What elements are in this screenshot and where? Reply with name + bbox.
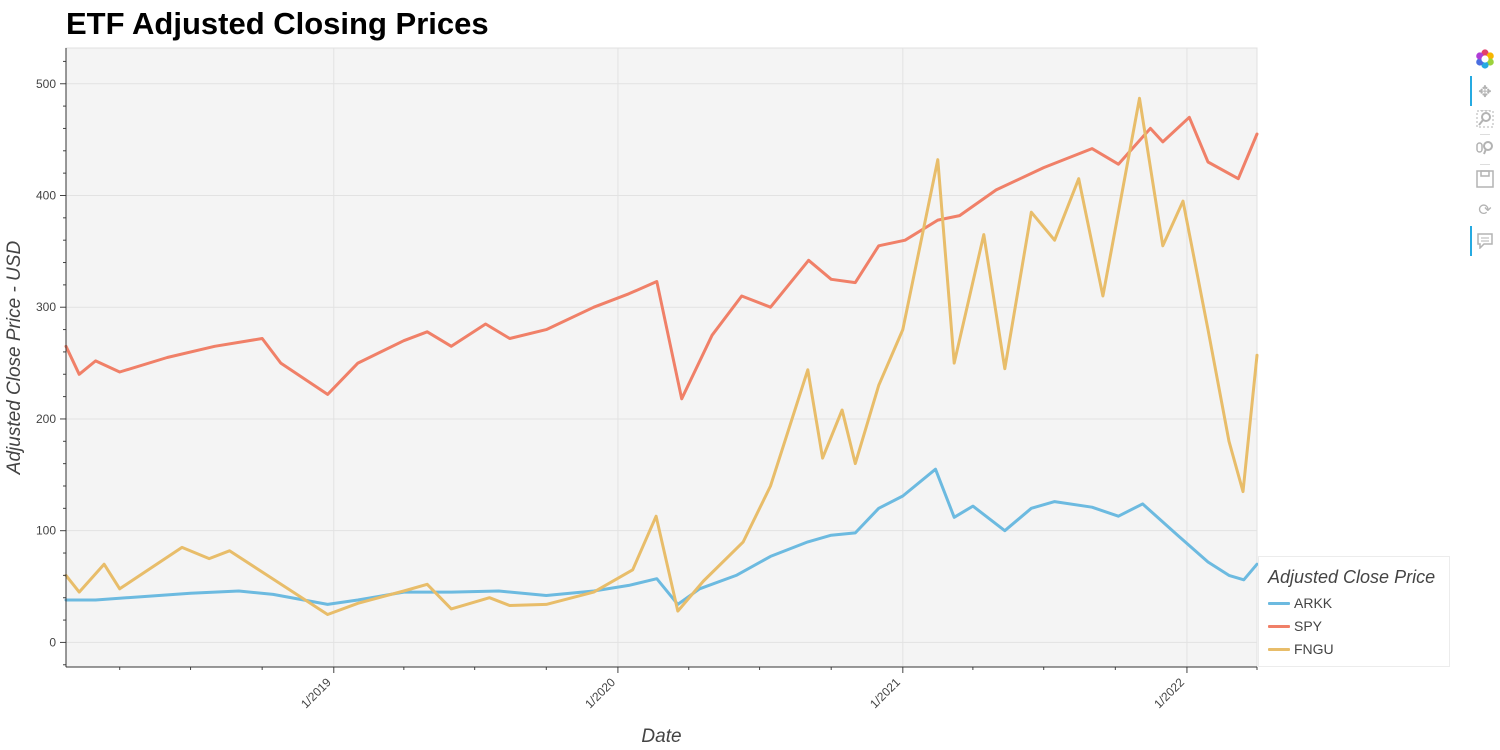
pan-icon[interactable]: ✥ [1470, 76, 1498, 106]
x-tick-label: 1/2019 [298, 675, 334, 711]
legend-title: Adjusted Close Price [1268, 567, 1436, 587]
legend: Adjusted Close Price ARKK SPY FNGU [1258, 556, 1450, 667]
legend-label: ARKK [1294, 595, 1333, 611]
y-tick-label: 200 [36, 412, 56, 426]
reset-icon[interactable]: ⟳ [1478, 199, 1492, 219]
series-line-fngu [64, 96, 1259, 616]
x-tick-label: 1/2022 [1151, 675, 1187, 711]
legend-swatch [1268, 601, 1290, 605]
x-axis-label: Date [641, 726, 681, 747]
y-tick-label: 100 [36, 524, 56, 538]
chart-toolbar: ✥ ⟳ [1468, 44, 1500, 264]
box-zoom-icon[interactable] [1474, 108, 1496, 130]
legend-label: SPY [1294, 618, 1323, 634]
y-tick-label: 0 [49, 635, 56, 649]
plot-area[interactable] [65, 47, 1258, 668]
series-line-spy [64, 115, 1259, 401]
save-icon[interactable] [1474, 168, 1496, 190]
series-lines [64, 96, 1259, 616]
chart-title: ETF Adjusted Closing Prices [66, 6, 489, 41]
legend-swatch [1268, 647, 1290, 651]
x-tick-label: 1/2021 [867, 675, 903, 711]
hover-icon[interactable] [1470, 226, 1498, 256]
legend-item-spy[interactable]: SPY [1268, 616, 1322, 636]
bokeh-logo-icon[interactable] [1474, 48, 1496, 70]
y-tick-label: 500 [36, 77, 56, 91]
grid-lines [66, 48, 1257, 667]
legend-swatch [1268, 624, 1290, 628]
x-tick-label: 1/2020 [582, 675, 618, 711]
legend-item-fngu[interactable]: FNGU [1268, 639, 1334, 659]
y-tick-label: 300 [36, 300, 56, 314]
legend-label: FNGU [1294, 641, 1334, 657]
series-line-arkk [64, 467, 1259, 606]
y-tick-label: 400 [36, 188, 56, 202]
wheel-zoom-icon[interactable] [1474, 137, 1496, 159]
legend-item-arkk[interactable]: ARKK [1268, 593, 1332, 613]
y-axis-label: Adjusted Close Price - USD [4, 241, 25, 476]
